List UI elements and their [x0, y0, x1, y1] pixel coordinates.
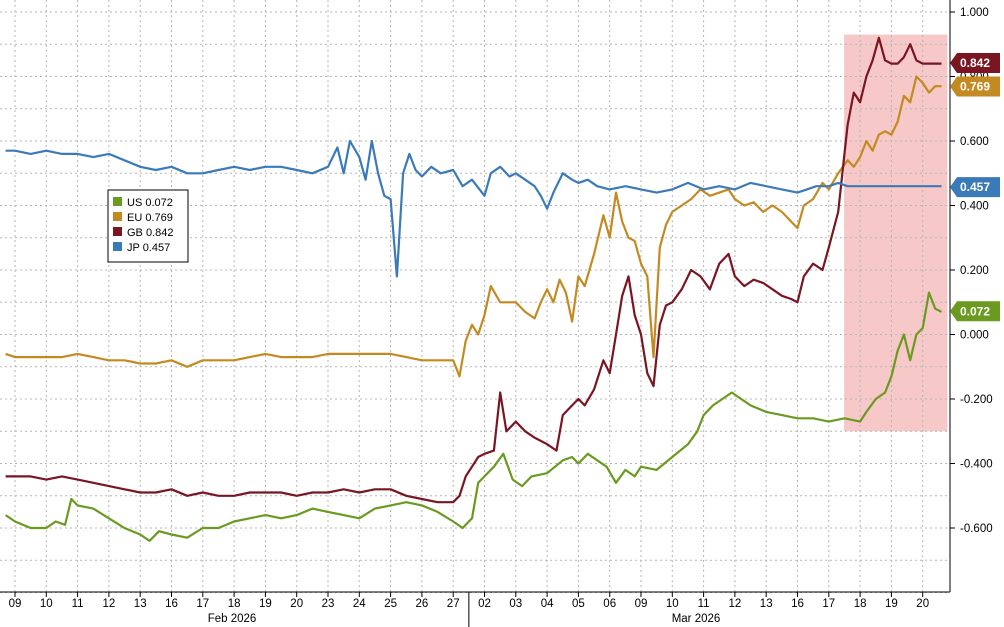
- x-tick-label: 19: [259, 598, 272, 610]
- series-line-eu: [5, 75, 942, 378]
- y-tick-label: 1.000: [960, 7, 989, 19]
- x-tick-label: 16: [165, 598, 178, 610]
- x-tick-label: 12: [729, 598, 742, 610]
- tag-value: 0.457: [960, 180, 990, 194]
- x-tick-label: 05: [572, 598, 585, 610]
- y-tick-label: 0.200: [960, 265, 989, 277]
- series-layer: [4, 36, 942, 542]
- month-label: Feb 2026: [208, 613, 257, 625]
- x-tick-label: 06: [603, 598, 616, 610]
- tag-value: 0.842: [960, 56, 990, 70]
- x-tick-label: 11: [72, 598, 84, 610]
- x-tick-label: 24: [353, 598, 366, 610]
- y-tick-label: -0.400: [960, 459, 993, 471]
- x-tick-label: 04: [541, 598, 554, 610]
- x-tick-label: 18: [228, 598, 241, 610]
- tag-shape: [950, 301, 1000, 322]
- x-tick-label: 09: [9, 598, 22, 610]
- x-tick-label: 09: [635, 598, 648, 610]
- y-tick-label: 0.400: [960, 201, 989, 213]
- series-line-jp: [5, 139, 942, 278]
- x-tick-label: 13: [134, 598, 147, 610]
- last-value-tag-jp: 0.457: [950, 177, 1000, 198]
- grid-layer: [0, 0, 950, 593]
- month-label: Mar 2026: [672, 613, 721, 625]
- x-tick-label: 25: [384, 598, 397, 610]
- x-tick-label: 20: [916, 598, 929, 610]
- tag-value: 0.072: [960, 304, 990, 318]
- x-tick-label: 10: [666, 598, 679, 610]
- tag-shape: [950, 76, 1000, 97]
- x-tick-label: 02: [478, 598, 491, 610]
- legend-swatch-gb: [113, 227, 122, 236]
- x-tick-label: 17: [196, 598, 209, 610]
- y-tick-label: 0.000: [960, 330, 989, 342]
- x-tick-label: 11: [698, 598, 710, 610]
- last-value-tag-eu: 0.769: [950, 76, 1000, 97]
- legend: US 0.072 EU 0.769 GB 0.842 JP 0.457: [107, 189, 189, 263]
- legend-swatch-jp: [113, 242, 122, 251]
- x-tick-label: 17: [822, 598, 835, 610]
- x-tick-label: 03: [509, 598, 522, 610]
- x-tick-label: 18: [854, 598, 867, 610]
- tag-value: 0.769: [960, 79, 990, 93]
- last-value-tags: 0.072 0.769 0.842 0.457: [950, 52, 1000, 322]
- x-tick-label: 10: [40, 598, 53, 610]
- y-tick-label: -0.600: [960, 523, 993, 535]
- last-value-tag-gb: 0.842: [950, 52, 1000, 73]
- x-tick-label: 12: [103, 598, 116, 610]
- series-line-us: [4, 291, 942, 542]
- x-tick-label: 16: [791, 598, 804, 610]
- tag-shape: [950, 177, 1000, 198]
- legend-swatch-us: [113, 197, 122, 206]
- legend-entry-eu: EU 0.769: [127, 212, 173, 224]
- tag-shape: [950, 52, 1000, 73]
- y-tick-label: 0.600: [960, 136, 989, 148]
- x-tick-label: 13: [760, 598, 773, 610]
- last-value-tag-us: 0.072: [950, 301, 1000, 322]
- x-tick-label: 19: [885, 598, 898, 610]
- legend-entry-us: US 0.072: [127, 197, 173, 209]
- x-tick-label: 20: [290, 598, 303, 610]
- series-line-gb: [5, 36, 942, 504]
- legend-entry-jp: JP 0.457: [127, 242, 170, 254]
- y-tick-label: -0.200: [960, 394, 993, 406]
- x-tick-label: 27: [447, 598, 460, 610]
- legend-entry-gb: GB 0.842: [127, 227, 173, 239]
- legend-swatch-eu: [113, 212, 122, 221]
- x-tick-label: 26: [416, 598, 429, 610]
- x-tick-label: 23: [322, 598, 335, 610]
